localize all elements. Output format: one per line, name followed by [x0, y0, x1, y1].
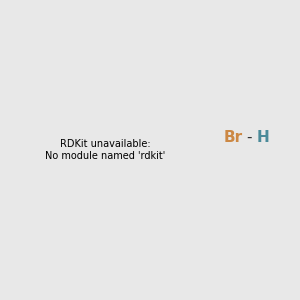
Text: RDKit unavailable:
No module named 'rdkit': RDKit unavailable: No module named 'rdki…	[45, 139, 165, 161]
Text: -: -	[246, 130, 251, 145]
Text: H: H	[257, 130, 270, 145]
Text: Br: Br	[224, 130, 243, 145]
